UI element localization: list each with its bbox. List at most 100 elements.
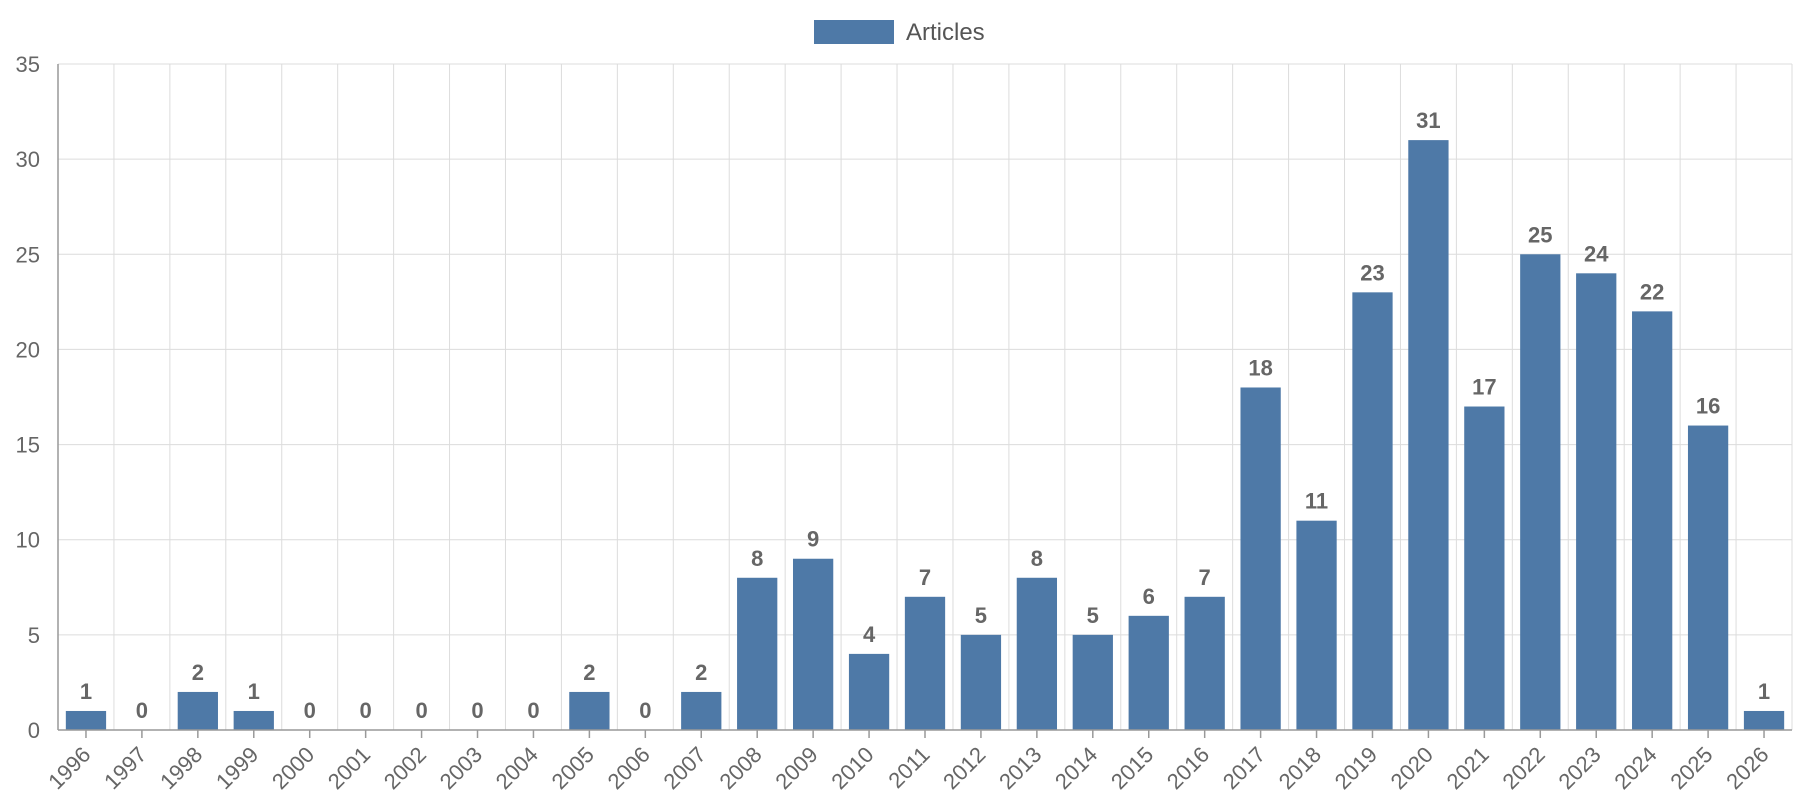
data-label: 8 [751, 546, 763, 571]
bar[interactable] [1464, 406, 1505, 730]
data-label: 1 [1758, 679, 1770, 704]
x-tick-label: 2014 [1050, 742, 1102, 794]
bar[interactable] [1016, 577, 1058, 730]
x-tick-label: 1998 [155, 742, 207, 794]
bar[interactable] [737, 577, 778, 730]
bar[interactable] [1743, 710, 1785, 730]
data-label: 24 [1584, 241, 1609, 266]
y-tick-label: 0 [28, 718, 40, 743]
bar[interactable] [1296, 520, 1337, 730]
x-tick-label: 2004 [491, 742, 543, 794]
legend[interactable]: Articles [814, 19, 985, 46]
data-label: 6 [1143, 584, 1155, 609]
x-tick-label: 1997 [99, 742, 151, 794]
data-label: 5 [1087, 603, 1099, 628]
x-tick-label: 2026 [1721, 742, 1773, 794]
bar[interactable] [681, 691, 722, 730]
x-tick-label: 2017 [1218, 742, 1270, 794]
data-label: 0 [415, 698, 427, 723]
data-label: 4 [863, 622, 876, 647]
bar[interactable] [1687, 425, 1729, 730]
data-label: 1 [248, 679, 260, 704]
x-tick-label: 2011 [883, 742, 934, 793]
data-labels: 1 0 2 1 0 0 0 0 0 2 0 2 8 9 4 7 5 8 5 6 7 18 11 23 31 17 25 24 22 16 1 [80, 108, 1770, 723]
x-tick-label: 2001 [323, 742, 375, 794]
bar[interactable] [1520, 254, 1561, 731]
data-label: 31 [1416, 108, 1440, 133]
grid [58, 63, 1793, 731]
bar[interactable] [960, 634, 1002, 730]
bar[interactable] [233, 710, 274, 730]
bar[interactable] [177, 691, 218, 730]
x-tick-label: 2020 [1386, 742, 1438, 794]
bar[interactable] [65, 710, 107, 730]
y-tick-label: 30 [16, 147, 40, 172]
x-tick-label: 2024 [1609, 742, 1661, 794]
bar[interactable] [792, 558, 834, 730]
bar[interactable] [1184, 596, 1225, 730]
data-label: 23 [1360, 260, 1384, 285]
data-label: 0 [527, 698, 539, 723]
data-label: 11 [1305, 489, 1328, 514]
bar[interactable] [1072, 634, 1113, 730]
bars [65, 140, 1785, 731]
x-tick-label: 2010 [826, 742, 878, 794]
x-tick-label: 2018 [1274, 742, 1326, 794]
data-label: 0 [136, 698, 148, 723]
data-label: 5 [975, 603, 987, 628]
data-label: 0 [360, 698, 372, 723]
data-label: 18 [1248, 355, 1272, 380]
legend-label-articles: Articles [906, 19, 985, 46]
data-label: 2 [583, 660, 595, 685]
x-tick-label: 2019 [1330, 742, 1382, 794]
bar[interactable] [1632, 311, 1673, 730]
y-tick-label: 15 [16, 433, 40, 458]
data-label: 17 [1472, 375, 1496, 400]
bar[interactable] [1128, 615, 1169, 730]
x-tick-label: 2025 [1665, 742, 1717, 794]
bar[interactable] [1408, 140, 1449, 731]
x-tick-label: 2023 [1553, 742, 1605, 794]
bar[interactable] [1240, 387, 1281, 730]
x-tick-label: 2003 [435, 742, 487, 794]
data-label: 2 [695, 660, 707, 685]
x-tick-label: 2015 [1106, 742, 1158, 794]
y-tick-label: 35 [16, 52, 40, 77]
data-label: 8 [1031, 546, 1043, 571]
y-tick-label: 25 [16, 242, 40, 267]
data-label: 0 [639, 698, 651, 723]
x-tick-label: 1999 [211, 742, 263, 794]
data-label: 2 [192, 660, 204, 685]
legend-swatch-articles [814, 20, 894, 44]
x-tick-label: 2016 [1162, 742, 1214, 794]
x-tick-label: 2000 [267, 742, 319, 794]
x-tick-label: 2007 [659, 742, 711, 794]
x-tick-label: 1996 [43, 742, 95, 794]
data-label: 1 [80, 679, 92, 704]
data-label: 0 [471, 698, 483, 723]
data-label: 7 [919, 565, 931, 590]
data-label: 0 [304, 698, 316, 723]
x-tick-label: 2002 [379, 742, 431, 794]
y-tick-label: 20 [16, 337, 40, 362]
y-tick-label: 10 [16, 528, 40, 553]
x-tick-label: 2012 [938, 742, 990, 794]
bar[interactable] [1352, 292, 1393, 730]
data-label: 25 [1528, 222, 1552, 247]
x-tick-label: 2009 [770, 742, 822, 794]
x-tick-label: 2021 [1442, 742, 1494, 794]
data-label: 9 [807, 527, 819, 552]
x-tick-label: 2008 [714, 742, 766, 794]
bar[interactable] [569, 691, 610, 730]
data-label: 16 [1696, 394, 1720, 419]
x-tick-label: 2013 [994, 742, 1046, 794]
bar[interactable] [904, 596, 946, 730]
data-label: 22 [1640, 279, 1664, 304]
x-tick-label: 2006 [603, 742, 655, 794]
bar[interactable] [1576, 273, 1617, 730]
y-tick-label: 5 [28, 623, 40, 648]
data-label: 7 [1199, 565, 1211, 590]
bar[interactable] [848, 653, 890, 730]
x-tick-label: 2022 [1498, 742, 1550, 794]
